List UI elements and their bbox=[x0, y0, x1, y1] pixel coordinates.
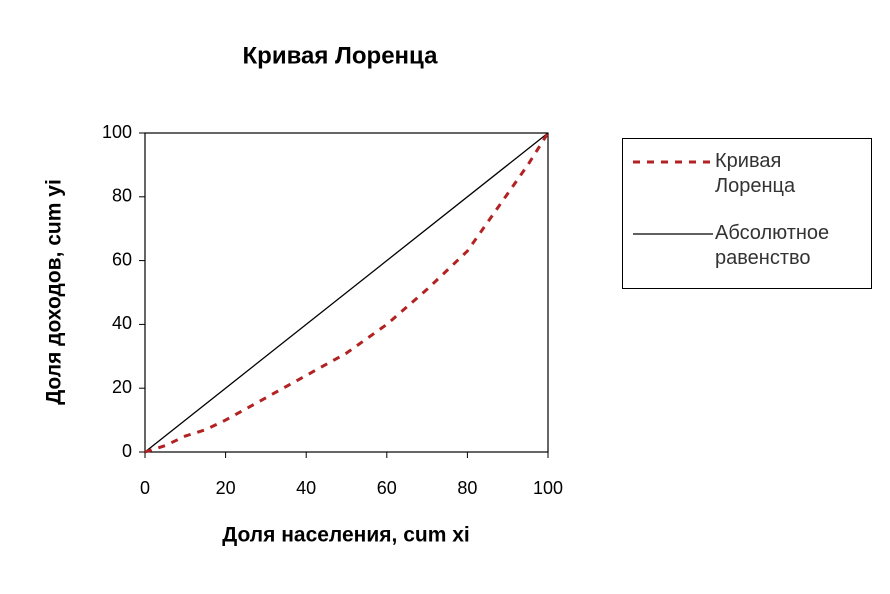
y-tick-label: 20 bbox=[112, 377, 132, 397]
legend-swatch bbox=[633, 160, 713, 164]
x-tick-label: 20 bbox=[216, 478, 236, 498]
x-tick-label: 0 bbox=[140, 478, 150, 498]
legend-label: Кривая Лоренца bbox=[715, 150, 796, 197]
x-tick-label: 60 bbox=[377, 478, 397, 498]
x-tick-label: 100 bbox=[533, 478, 563, 498]
legend-label: Абсолютное равенство bbox=[715, 222, 830, 269]
series-line bbox=[144, 132, 550, 454]
x-tick-label: 80 bbox=[457, 478, 477, 498]
y-tick-label: 80 bbox=[112, 186, 132, 206]
chart-title: Кривая Лоренца bbox=[243, 42, 439, 69]
legend-entry: Абсолютное равенство bbox=[623, 221, 873, 281]
legend: Кривая Лоренца Абсолютное равенство bbox=[622, 138, 872, 289]
x-axis-label: Доля населения, cum xi bbox=[222, 524, 469, 547]
x-tick-label: 40 bbox=[296, 478, 316, 498]
series-line bbox=[144, 132, 549, 453]
y-tick-label: 40 bbox=[112, 313, 132, 333]
y-axis-label: Доля доходов, cum yi bbox=[43, 179, 66, 405]
plot-area bbox=[144, 132, 549, 453]
legend-swatch bbox=[633, 233, 713, 235]
y-tick-label: 100 bbox=[102, 122, 132, 142]
y-tick-label: 0 bbox=[122, 441, 132, 461]
y-tick-label: 60 bbox=[112, 249, 132, 269]
legend-entry: Кривая Лоренца bbox=[623, 149, 873, 209]
